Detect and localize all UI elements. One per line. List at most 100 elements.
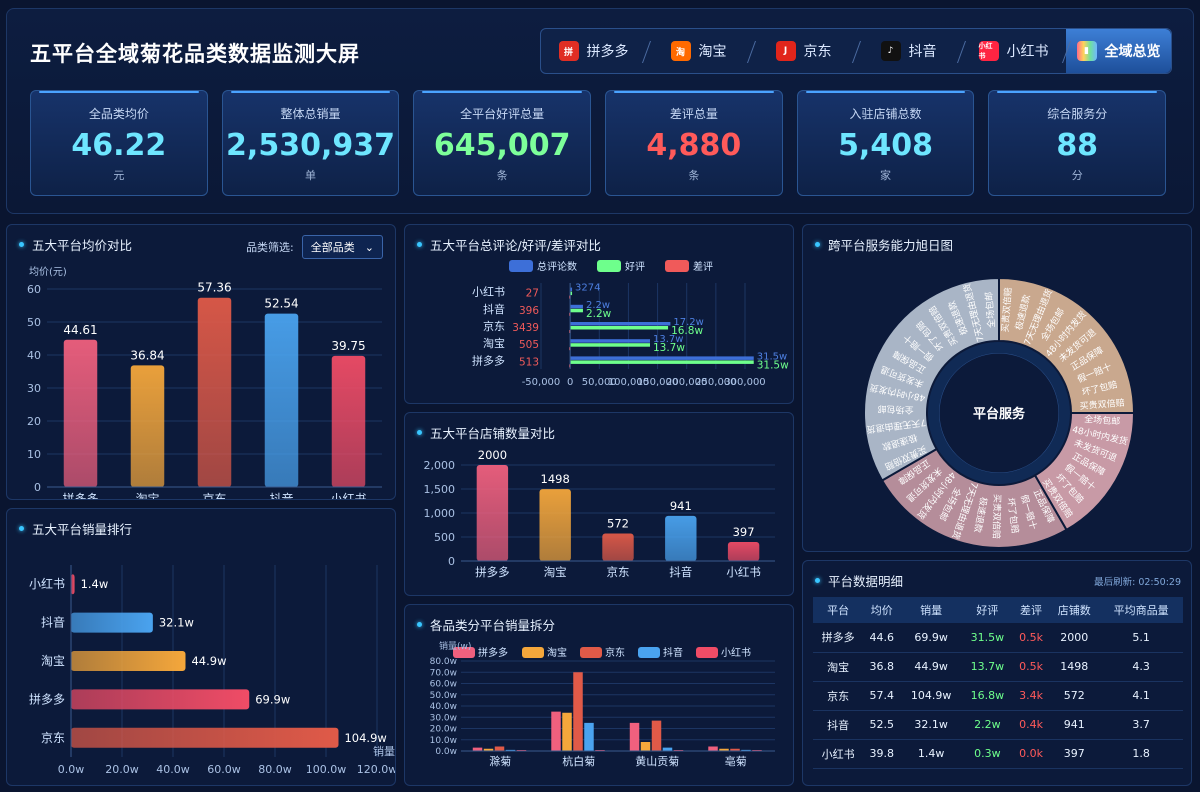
table-cell: 京东 — [813, 681, 864, 711]
table-cell: 104.9w — [900, 681, 962, 711]
bar — [494, 746, 505, 751]
data-label: 32.1w — [159, 616, 194, 630]
x-tick-label: 抖音 — [269, 491, 293, 499]
x-tick-label: 40.0w — [156, 763, 190, 776]
tab-label: 淘宝 — [698, 44, 727, 60]
x-tick-label: 0 — [567, 377, 573, 388]
overview-icon: ▮ — [1076, 41, 1097, 61]
panel-sunburst: 跨平台服务能力旭日图 平台服务 买贵双倍赔 极速退款 7天无理由退货 全场包邮 48小时内… — [802, 224, 1192, 552]
tab-pinduoduo[interactable]: 拼拼多多 — [541, 29, 646, 73]
data-table-wrap: 平台 均价 销量 好评 差评 店铺数 平均商品量 拼多多 44.6 69.9w 31.5w 0.5k… — [813, 597, 1183, 769]
kpi-label: 差评总量 — [669, 107, 718, 121]
y-tick-label: 小红书 — [29, 576, 65, 591]
legend-label: 拼多多 — [478, 646, 508, 659]
legend-swatch — [665, 260, 689, 272]
x-tick-label: 250,000 — [695, 377, 736, 388]
sunburst-segment — [998, 276, 1136, 414]
kpi-card-good-reviews: 全平台好评总量 645,007 条 — [413, 90, 592, 196]
table-cell: 31.5w — [961, 623, 1013, 653]
table-cell: 2000 — [1049, 623, 1100, 653]
data-table: 平台 均价 销量 好评 差评 店铺数 平均商品量 拼多多 44.6 69.9w 31.5w 0.5k… — [813, 597, 1183, 769]
table-cell: 4.1 — [1099, 681, 1183, 711]
table-header-row: 平台 均价 销量 好评 差评 店铺数 平均商品量 — [813, 597, 1183, 623]
refresh-time: 最后刷新: 02:50:29 — [1094, 577, 1181, 588]
kpi-label: 综合服务分 — [1047, 107, 1108, 121]
table-cell: 69.9w — [900, 623, 962, 653]
bar — [573, 672, 583, 751]
table-body: 拼多多 44.6 69.9w 31.5w 0.5k 2000 5.1 淘宝 36.8 44.9w 1… — [813, 623, 1183, 769]
legend-label: 小红书 — [721, 646, 751, 659]
tab-xiaohongshu[interactable]: 小红书 小红书 — [961, 29, 1066, 73]
y-tick-label: 30.0w — [430, 713, 457, 723]
legend-swatch — [696, 647, 718, 658]
data-label: 36.84 — [130, 348, 164, 362]
y-tick-label: 20 — [27, 415, 41, 428]
tab-taobao[interactable]: 淘淘宝 — [646, 29, 751, 73]
data-label: 3439 — [512, 322, 539, 334]
data-label: 27 — [526, 288, 539, 300]
data-label: 31.5w — [757, 351, 787, 362]
data-label: 13.7w — [653, 334, 683, 345]
x-tick-label: 拼多多 — [62, 492, 98, 499]
tab-label: 抖音 — [908, 44, 937, 60]
chevron-down-icon: ⌄ — [364, 240, 374, 254]
y-tick-label: 1,500 — [424, 483, 456, 496]
tab-overview[interactable]: ▮ 全域总览 — [1066, 29, 1171, 73]
y-tick-label: 60 — [27, 283, 41, 296]
y-tick-label: 40.0w — [430, 702, 457, 712]
y-tick-label: 20.0w — [430, 725, 457, 735]
y-tick-label: 京东 — [41, 731, 65, 745]
legend-swatch — [509, 260, 533, 272]
data-label: 31.5w — [757, 359, 789, 371]
table-cell: 39.8 — [863, 739, 901, 769]
table-cell: 44.6 — [863, 623, 901, 653]
table-row: 京东 57.4 104.9w 16.8w 3.4k 572 4.1 — [813, 681, 1183, 711]
x-tick-label: 京东 — [202, 492, 226, 499]
table-header-cell: 好评 — [961, 597, 1013, 623]
pinduoduo-icon: 拼 — [558, 41, 579, 61]
y-tick-label: 0 — [448, 555, 455, 568]
taobao-icon: 淘 — [670, 41, 691, 61]
y-tick-label: 淘宝 — [41, 654, 65, 668]
bar — [472, 747, 483, 751]
kpi-unit: 分 — [1071, 169, 1083, 182]
x-tick-label: 拼多多 — [475, 565, 510, 579]
bar — [727, 541, 760, 561]
tab-douyin[interactable]: ♪ 抖音 — [856, 29, 961, 73]
category-select[interactable]: 全部品类 ⌄ — [301, 235, 383, 259]
table-cell: 1498 — [1049, 652, 1100, 682]
y-tick-label: 京东 — [483, 319, 505, 333]
bar — [331, 355, 366, 487]
table-row: 小红书 39.8 1.4w 0.3w 0.0k 397 1.8 — [813, 739, 1183, 769]
bar — [570, 287, 573, 292]
panel-title: 五大平台销量排行 — [19, 519, 132, 538]
panel-stores: 五大平台店铺数量对比 0 500 1,000 1,500 2,000 2000 拼多多 149… — [404, 412, 794, 596]
bar — [719, 748, 729, 751]
table-cell: 36.8 — [863, 652, 901, 682]
bar — [562, 712, 572, 751]
filter-label: 品类筛选: — [246, 241, 294, 254]
x-tick-label: 300,000 — [724, 377, 765, 388]
sunburst-label: 买贵双倍赔 — [990, 494, 1003, 539]
data-label: 3274 — [575, 283, 600, 294]
panel-category: 各品类分平台销量拆分 拼多多 淘宝 京东 抖音 小红书 销量(w) 0.0w 10.0w 20.… — [404, 604, 794, 786]
x-tick-label: 黄山贡菊 — [635, 754, 679, 768]
kpi-unit: 条 — [496, 169, 508, 182]
table-cell: 44.9w — [900, 652, 962, 682]
bar — [570, 291, 573, 296]
kpi-card-total-sales: 整体总销量 2,530,937 单 — [221, 90, 400, 196]
bar — [570, 322, 671, 326]
panel-title: 跨平台服务能力旭日图 — [815, 235, 953, 254]
tab-jd[interactable]: J 京东 — [751, 29, 856, 73]
y-tick-label: 10.0w — [430, 736, 457, 746]
platform-tabs: 拼拼多多 淘淘宝 J 京东 ♪ 抖音 小红书 小红书 ▮ 全域总览 — [540, 28, 1172, 74]
x-tick-label: 滁菊 — [489, 754, 511, 768]
data-label: 572 — [607, 517, 629, 531]
table-cell: 1.8 — [1099, 739, 1183, 769]
data-label: 397 — [733, 525, 755, 539]
panel-title: 五大平台均价对比 — [19, 235, 132, 254]
x-tick-label: 50,000 — [582, 377, 617, 388]
data-label: 941 — [670, 499, 692, 513]
select-value: 全部品类 — [310, 241, 355, 254]
